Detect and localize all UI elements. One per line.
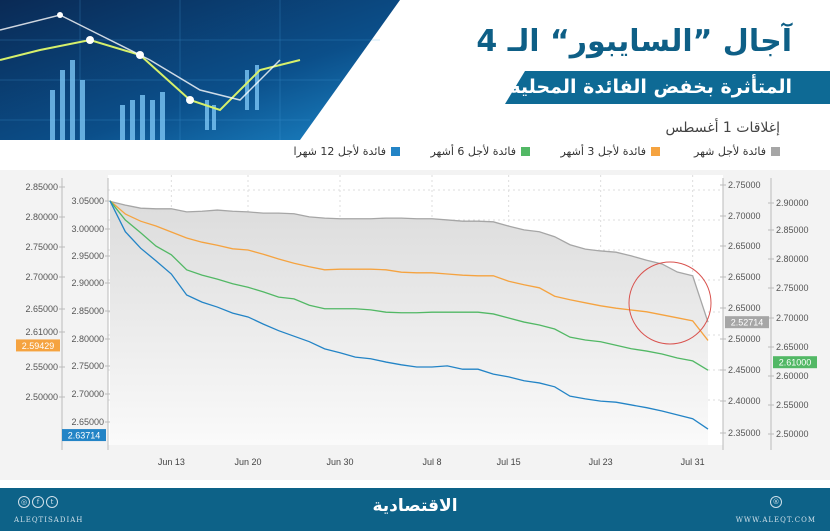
chart-panel: Jun 13 Jun 20 Jun 30 Jul 8 Jul 15 Jul 23 Jul 3… — [0, 170, 830, 480]
y-tick-label-right-outer: 2.75000 — [776, 283, 809, 293]
footer: ◎ f t ® الاقتصادية ALEQTISADIAH WWW.ALEQ… — [0, 488, 830, 531]
y-tick-label-left-outer: 2.80000 — [25, 212, 58, 222]
y-tick-label-right-outer: 2.70000 — [776, 313, 809, 323]
last-value-label: 2.63714 — [68, 431, 101, 441]
series-line-0 — [109, 200, 709, 323]
y-tick-label-right-outer: 2.80000 — [776, 254, 809, 264]
legend-swatch — [521, 147, 530, 156]
y-tick-label-left-outer: 2.70000 — [25, 272, 58, 282]
highlight-circle — [628, 261, 712, 345]
x-tick-label: Jul 15 — [497, 457, 521, 467]
page-title: آجال ”السايبور“ الـ 4 — [476, 24, 792, 59]
y-tick-label-left-outer: 2.65000 — [25, 304, 58, 314]
last-value-label: 2.61000 — [779, 358, 812, 368]
x-tick-label: Jun 30 — [326, 457, 353, 467]
area-1m — [110, 201, 708, 445]
y-tick-label-right-inner: 2.45000 — [728, 365, 761, 375]
x-tick-label: Jul 31 — [681, 457, 705, 467]
y-tick-label-left-outer: 2.50000 — [25, 392, 58, 402]
series-line-3 — [109, 200, 709, 430]
legend-label: فائدة لأجل 6 أشهر — [430, 145, 516, 158]
y-tick-label-right-outer: 2.65000 — [776, 342, 809, 352]
y-tick-label-left-inner: 2.85000 — [71, 306, 104, 316]
last-value-label: 2.52714 — [731, 318, 764, 328]
y-tick-label-left-inner: 2.90000 — [71, 278, 104, 288]
legend-swatch — [651, 147, 660, 156]
y-tick-label-left-inner: 2.75000 — [71, 361, 104, 371]
legend-label: فائدة لأجل 3 أشهر — [560, 145, 646, 158]
x-tick-label: Jun 20 — [234, 457, 261, 467]
legend-item-12m: فائدة لأجل 12 شهرا — [293, 145, 400, 158]
last-value-badge — [725, 316, 769, 329]
y-tick-label-left-outer: 2.85000 — [25, 182, 58, 192]
y-tick-label-right-outer: 2.50000 — [776, 429, 809, 439]
social-handle[interactable]: ALEQTISADIAH — [14, 516, 84, 524]
y-tick-label-left-outer: 2.61000 — [25, 327, 58, 337]
twitter-icon[interactable]: t — [46, 496, 58, 508]
y-tick-label-left-inner: 2.80000 — [71, 334, 104, 344]
legend-swatch — [391, 147, 400, 156]
y-tick-label-right-inner: 2.40000 — [728, 396, 761, 406]
y-tick-label-right-outer: 2.85000 — [776, 225, 809, 235]
last-value-badge — [16, 339, 60, 352]
y-tick-label-right-inner: 2.65000 — [728, 272, 761, 282]
legend-item-6m: فائدة لأجل 6 أشهر — [430, 145, 530, 158]
y-tick-label-right-inner: 2.50000 — [728, 334, 761, 344]
y-tick-label-right-inner: 2.35000 — [728, 428, 761, 438]
y-tick-label-left-outer: 2.55000 — [25, 362, 58, 372]
y-tick-label-right-inner: 2.70000 — [728, 211, 761, 221]
legend-swatch — [771, 147, 780, 156]
hero-graphic — [0, 0, 400, 140]
y-tick-label-right-outer: 2.90000 — [776, 198, 809, 208]
y-tick-label-right-inner: 2.65000 — [728, 303, 761, 313]
x-tick-label: Jun 13 — [158, 457, 185, 467]
instagram-icon[interactable]: ◎ — [18, 496, 30, 508]
closing-note: إغلاقات 1 أغسطس — [665, 120, 780, 136]
y-tick-label-right-outer: 2.60000 — [776, 371, 809, 381]
last-value-badge — [62, 429, 106, 442]
facebook-icon[interactable]: f — [32, 496, 44, 508]
y-tick-label-left-inner: 3.00000 — [71, 224, 104, 234]
y-tick-label-left-inner: 2.70000 — [71, 389, 104, 399]
y-tick-label-right-inner: 2.65000 — [728, 241, 761, 251]
last-value-badge — [773, 356, 817, 369]
website-link[interactable]: WWW.ALEQT.COM — [735, 516, 816, 524]
legend-item-3m: فائدة لأجل 3 أشهر — [560, 145, 660, 158]
website-icon[interactable]: ® — [770, 496, 782, 508]
x-tick-label: Jul 8 — [422, 457, 441, 467]
legend-label: فائدة لأجل 12 شهرا — [293, 145, 386, 158]
y-tick-label-right-inner: 2.75000 — [728, 180, 761, 190]
subtitle-banner — [505, 71, 830, 104]
y-tick-label-left-inner: 2.65000 — [71, 417, 104, 427]
brand-logo: الاقتصادية — [372, 496, 458, 516]
x-tick-label: Jul 23 — [589, 457, 613, 467]
legend-item-1m: فائدة لأجل شهر — [694, 145, 780, 158]
y-tick-label-left-inner: 2.95000 — [71, 251, 104, 261]
page-subtitle: المتأثرة بخفض الفائدة المحلية — [509, 76, 792, 98]
last-value-label: 2.59429 — [22, 341, 55, 351]
series-line-2 — [109, 200, 709, 371]
legend-label: فائدة لأجل شهر — [694, 145, 766, 158]
y-tick-label-left-outer: 2.75000 — [25, 242, 58, 252]
series-line-1 — [109, 200, 709, 341]
y-tick-label-right-outer: 2.55000 — [776, 400, 809, 410]
y-tick-label-left-inner: 3.05000 — [71, 196, 104, 206]
line-chart: Jun 13 Jun 20 Jun 30 Jul 8 Jul 15 Jul 23 Jul 3… — [16, 175, 817, 467]
